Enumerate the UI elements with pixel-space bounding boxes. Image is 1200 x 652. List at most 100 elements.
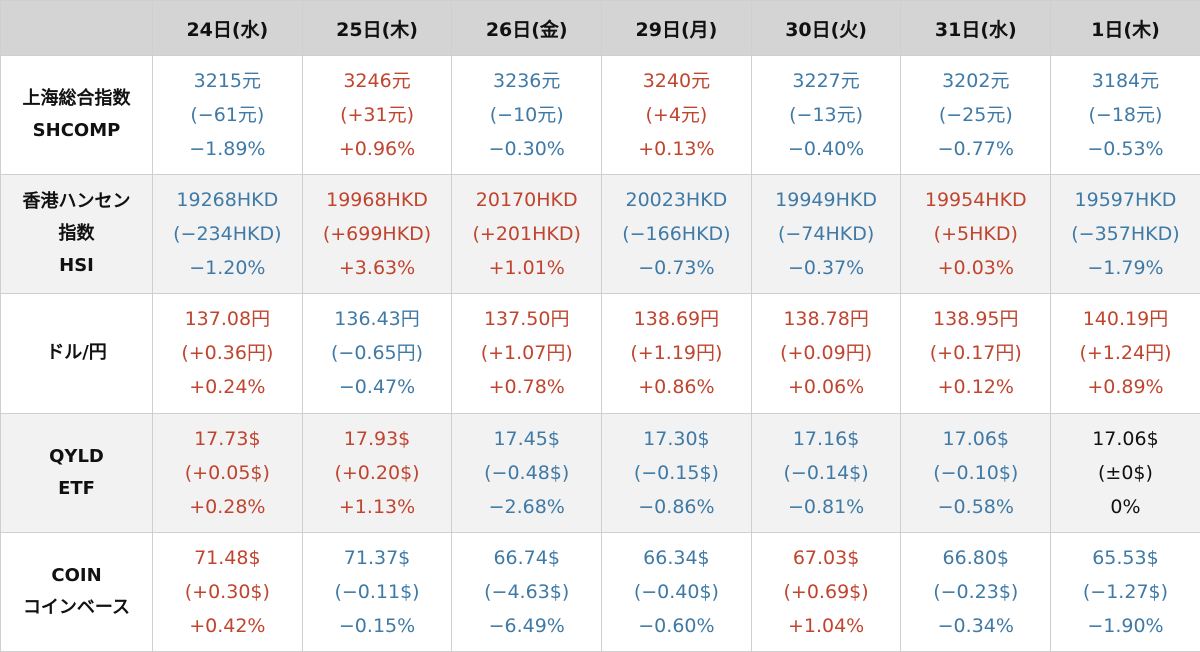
change-amount: (+31元) xyxy=(340,104,414,127)
change-percent: −0.73% xyxy=(638,257,715,280)
data-cell: 17.73$ (+0.05$) +0.28% xyxy=(152,412,303,533)
change-amount: (−0.65円) xyxy=(331,342,424,365)
row-label-line: 指数 xyxy=(58,223,95,245)
row-label: QYLD ETF xyxy=(0,412,153,533)
row-label: COIN コインベース xyxy=(0,531,153,652)
price-value: 137.08円 xyxy=(184,308,271,331)
data-cell: 66.80$ (−0.23$) −0.34% xyxy=(900,531,1052,652)
data-cell: 3246元 (+31元) +0.96% xyxy=(301,54,453,176)
data-cell: 140.19円 (+1.24円) +0.89% xyxy=(1050,293,1200,414)
price-value: 17.06$ xyxy=(1092,427,1159,450)
change-percent: −0.81% xyxy=(787,495,865,518)
data-cell: 17.93$ (+0.20$) +1.13% xyxy=(301,412,453,533)
row-label-line: HSI xyxy=(59,255,94,277)
change-amount: (−10元) xyxy=(489,104,564,127)
header-day: 24日(水) xyxy=(152,0,303,56)
price-value: 67.03$ xyxy=(792,546,860,569)
change-percent: −1.89% xyxy=(189,138,266,161)
price-value: 138.78円 xyxy=(783,308,869,331)
price-value: 71.37$ xyxy=(343,546,411,569)
data-cell: 19597HKD (−357HKD) −1.79% xyxy=(1050,174,1200,295)
change-percent: −0.53% xyxy=(1087,138,1164,161)
change-percent: −1.79% xyxy=(1087,257,1164,280)
change-percent: −0.34% xyxy=(937,614,1014,637)
price-value: 19268HKD xyxy=(176,189,279,212)
change-amount: (+1.19円) xyxy=(630,342,723,365)
data-cell: 3202元 (−25元) −0.77% xyxy=(900,54,1052,176)
data-cell: 17.06$ (±0$) 0% xyxy=(1050,412,1200,533)
data-cell: 20170HKD (+201HKD) +1.01% xyxy=(451,174,603,295)
price-value: 19597HKD xyxy=(1074,189,1177,212)
row-label-line: SHCOMP xyxy=(32,120,121,142)
price-value: 17.73$ xyxy=(194,427,261,450)
change-amount: (−25元) xyxy=(938,104,1013,127)
table-row: 香港ハンセン 指数 HSI 19268HKD (−234HKD) −1.20% 19968H… xyxy=(0,174,1200,295)
header-day: 25日(木) xyxy=(301,0,453,56)
change-amount: (−13元) xyxy=(789,104,864,127)
price-value: 19954HKD xyxy=(924,189,1027,212)
change-amount: (−357HKD) xyxy=(1071,223,1180,246)
price-value: 140.19円 xyxy=(1082,308,1169,331)
table-row: 上海総合指数 SHCOMP 3215元 (−61元) −1.89% 3246元 (+31元)… xyxy=(0,54,1200,176)
change-percent: −0.40% xyxy=(787,138,865,161)
price-value: 17.16$ xyxy=(792,427,860,450)
data-cell: 138.95円 (+0.17円) +0.12% xyxy=(900,293,1052,414)
data-cell: 17.45$ (−0.48$) −2.68% xyxy=(451,412,603,533)
data-cell: 65.53$ (−1.27$) −1.90% xyxy=(1050,531,1200,652)
data-cell: 20023HKD (−166HKD) −0.73% xyxy=(601,174,752,295)
row-label: 上海総合指数 SHCOMP xyxy=(0,54,153,176)
header-day: 29日(月) xyxy=(601,0,752,56)
price-value: 65.53$ xyxy=(1092,546,1159,569)
header-day: 1日(木) xyxy=(1050,0,1200,56)
change-amount: (+1.24円) xyxy=(1079,342,1172,365)
data-cell: 3236元 (−10元) −0.30% xyxy=(451,54,603,176)
change-percent: +0.06% xyxy=(787,376,865,399)
row-label-line: ドル/円 xyxy=(46,342,107,364)
change-amount: (−61元) xyxy=(190,104,265,127)
change-percent: −0.30% xyxy=(488,138,565,161)
change-amount: (−18元) xyxy=(1088,104,1163,127)
change-percent: +0.03% xyxy=(937,257,1014,280)
row-label: 香港ハンセン 指数 HSI xyxy=(0,174,153,295)
price-value: 20023HKD xyxy=(625,189,728,212)
change-percent: +0.42% xyxy=(189,614,266,637)
data-cell: 138.78円 (+0.09円) +0.06% xyxy=(750,293,902,414)
change-percent: −0.86% xyxy=(638,495,715,518)
change-amount: (−74HKD) xyxy=(777,223,875,246)
change-percent: −0.77% xyxy=(937,138,1014,161)
data-cell: 71.37$ (−0.11$) −0.15% xyxy=(301,531,453,652)
price-value: 3240元 xyxy=(642,70,711,93)
header-row: 24日(水) 25日(木) 26日(金) 29日(月) 30日(火) 31日(水… xyxy=(0,0,1200,56)
change-amount: (+1.07円) xyxy=(480,342,573,365)
price-value: 137.50円 xyxy=(483,308,570,331)
price-value: 3184元 xyxy=(1091,70,1160,93)
change-percent: 0% xyxy=(1110,495,1141,518)
price-value: 66.74$ xyxy=(493,546,560,569)
change-percent: +1.04% xyxy=(787,614,865,637)
change-amount: (+0.20$) xyxy=(334,461,420,484)
data-cell: 17.30$ (−0.15$) −0.86% xyxy=(601,412,752,533)
change-amount: (+201HKD) xyxy=(472,223,581,246)
change-amount: (−166HKD) xyxy=(622,223,731,246)
data-cell: 136.43円 (−0.65円) −0.47% xyxy=(301,293,453,414)
price-value: 20170HKD xyxy=(475,189,578,212)
change-percent: +0.12% xyxy=(937,376,1014,399)
price-value: 19949HKD xyxy=(775,189,877,212)
data-cell: 137.08円 (+0.36円) +0.24% xyxy=(152,293,303,414)
change-amount: (+0.05$) xyxy=(184,461,270,484)
change-percent: −0.15% xyxy=(338,614,416,637)
price-value: 138.69円 xyxy=(633,308,720,331)
change-amount: (+699HKD) xyxy=(322,223,432,246)
header-day: 30日(火) xyxy=(750,0,902,56)
change-amount: (+4元) xyxy=(645,104,708,127)
price-value: 17.06$ xyxy=(942,427,1010,450)
data-cell: 137.50円 (+1.07円) +0.78% xyxy=(451,293,603,414)
price-value: 3246元 xyxy=(343,70,411,93)
price-value: 17.93$ xyxy=(343,427,411,450)
data-cell: 17.06$ (−0.10$) −0.58% xyxy=(900,412,1052,533)
change-amount: (−0.15$) xyxy=(633,461,719,484)
price-value: 66.34$ xyxy=(643,546,710,569)
change-amount: (−0.40$) xyxy=(633,580,719,603)
data-cell: 3215元 (−61元) −1.89% xyxy=(152,54,303,176)
change-percent: −2.68% xyxy=(488,495,565,518)
